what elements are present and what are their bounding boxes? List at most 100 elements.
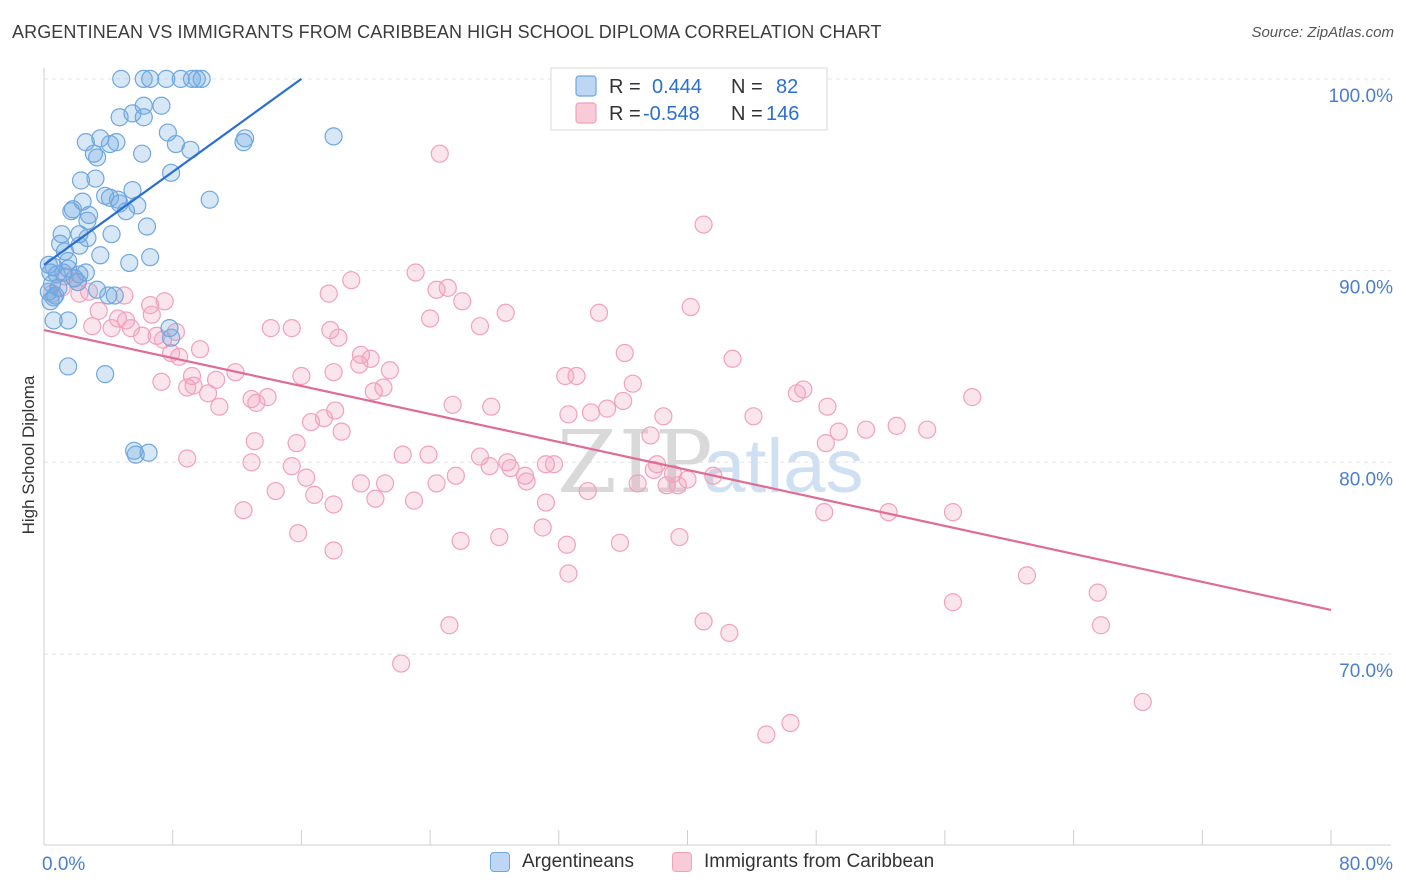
argentinean-point-25	[87, 148, 107, 167]
caribbean-point-98	[451, 531, 470, 550]
legend-n-label-1: N =	[731, 76, 763, 98]
caribbean-point-29	[364, 382, 383, 401]
caribbean-point-52	[918, 420, 937, 439]
argentinean-point-81	[68, 273, 87, 292]
argentinean-point-55	[41, 263, 60, 282]
argentinean-point-52	[120, 253, 139, 273]
caribbean-point-38	[482, 397, 501, 416]
caribbean-point-90	[536, 493, 556, 512]
caribbean-point-21	[723, 349, 742, 368]
caribbean-point-22	[380, 361, 399, 380]
caribbean-point-28	[374, 378, 393, 397]
argentinean-point-17	[107, 133, 126, 152]
caribbean-point-47	[887, 416, 906, 435]
argentinean-point-65	[105, 286, 124, 305]
argentinean-point-72	[59, 357, 78, 376]
caribbean-point-74	[517, 472, 536, 491]
argentinean-point-19	[234, 133, 253, 152]
argentinean-point-6	[187, 69, 206, 89]
caribbean-point-56	[245, 432, 264, 451]
caribbean-point-106	[943, 593, 963, 612]
trendlines	[43, 78, 1332, 611]
caribbean-point-96	[533, 518, 552, 537]
caribbean-point-105	[1017, 566, 1037, 585]
legend-swatch-blue	[575, 75, 597, 97]
x-tick-label-0: 0.0%	[42, 854, 85, 875]
watermark-zip: ZIP	[557, 413, 715, 513]
caribbean-point-82	[427, 474, 446, 493]
caribbean-trendline	[43, 328, 1332, 611]
source-label: Source: ZipAtlas.com	[1251, 24, 1394, 41]
caribbean-point-124	[89, 301, 108, 320]
caribbean-point-5	[438, 278, 457, 297]
caribbean-point-71	[663, 464, 683, 483]
caribbean-point-20	[350, 355, 369, 374]
caribbean-point-43	[654, 407, 673, 426]
caribbean-point-123	[115, 286, 134, 305]
caribbean-point-1	[694, 215, 713, 234]
legend-r-value-2: -0.548	[643, 103, 700, 125]
caribbean-point-87	[366, 489, 385, 508]
caribbean-point-138	[207, 370, 226, 389]
legend-label-argentineans: Argentineans	[522, 851, 634, 872]
argentinean-point-71	[161, 328, 181, 347]
caribbean-point-75	[657, 476, 676, 495]
caribbean-point-102	[289, 524, 308, 543]
caribbean-point-59	[393, 445, 412, 464]
caribbean-point-12	[470, 317, 490, 336]
caribbean-point-113	[781, 713, 800, 733]
caribbean-point-145	[155, 292, 174, 311]
series-argentineans-points	[39, 69, 343, 464]
caribbean-point-79	[242, 453, 261, 472]
caribbean-point-10	[589, 303, 609, 322]
argentinean-point-80	[44, 288, 63, 307]
caribbean-point-135	[190, 340, 210, 359]
caribbean-point-17	[615, 343, 634, 363]
caribbean-point-80	[282, 457, 301, 476]
argentinean-point-20	[324, 127, 343, 146]
caribbean-point-99	[610, 533, 630, 552]
caribbean-point-110	[720, 623, 739, 643]
caribbean-point-45	[818, 397, 837, 416]
caribbean-point-144	[141, 296, 160, 315]
caribbean-point-61	[498, 453, 517, 472]
caribbean-point-9	[496, 303, 515, 322]
caribbean-point-73	[628, 474, 647, 493]
caribbean-point-84	[266, 481, 285, 501]
caribbean-point-33	[258, 388, 277, 407]
caribbean-point-128	[83, 317, 102, 336]
caribbean-point-91	[234, 501, 253, 520]
caribbean-point-46	[856, 420, 876, 439]
caribbean-point-143	[198, 384, 218, 403]
caribbean-point-66	[544, 455, 564, 474]
caribbean-point-16	[329, 328, 348, 347]
argentinean-point-46	[102, 225, 121, 244]
caribbean-point-40	[581, 403, 601, 422]
series-legend: Argentineans Immigrants from Caribbean	[0, 851, 1406, 879]
caribbean-point-81	[446, 466, 465, 485]
argentinean-point-9	[152, 96, 171, 115]
caribbean-point-140	[152, 372, 171, 391]
caribbean-point-24	[292, 366, 311, 386]
correlation-legend: R = 0.444 N = 82 R = -0.548 N = 146	[550, 67, 828, 131]
caribbean-point-55	[816, 434, 835, 453]
caribbean-point-19	[361, 349, 380, 368]
legend-r-value-1: 0.444	[652, 76, 702, 98]
argentinean-point-66	[59, 311, 78, 330]
argentinean-point-77	[39, 255, 58, 274]
caribbean-point-112	[392, 654, 411, 673]
caribbean-point-36	[210, 397, 229, 416]
legend-label-caribbean: Immigrants from Caribbean	[704, 851, 935, 872]
caribbean-point-111	[440, 616, 459, 635]
caribbean-point-64	[480, 457, 499, 476]
series-caribbean-points	[42, 144, 1152, 744]
caribbean-point-44	[744, 407, 763, 426]
legend-swatch-pink	[575, 102, 597, 124]
argentinean-point-27	[86, 169, 105, 188]
argentinean-point-11	[134, 108, 153, 127]
argentinean-point-64	[99, 286, 118, 305]
argentinean-point-63	[87, 280, 107, 299]
legend-r-label-1: R =	[609, 76, 641, 98]
argentinean-point-1	[134, 69, 153, 89]
tick-labels: 70.0% 80.0% 90.0% 100.0% 0.0% 80.0%	[42, 86, 1393, 875]
